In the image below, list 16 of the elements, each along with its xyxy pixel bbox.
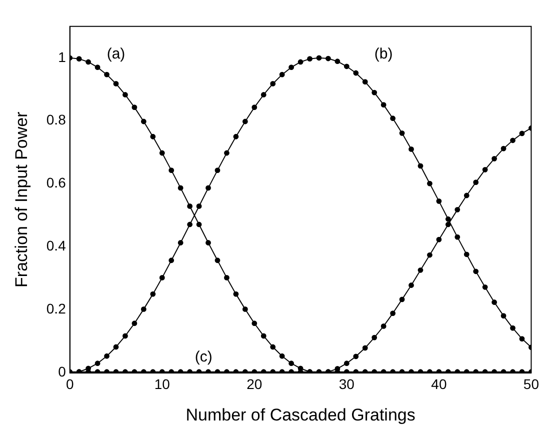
- y-tick-label: 0.8: [46, 112, 66, 128]
- x-tick-label: 20: [246, 376, 262, 392]
- annotation: (a): [106, 45, 126, 62]
- x-tick-label: 10: [154, 376, 170, 392]
- x-tick-label: 40: [431, 376, 447, 392]
- y-tick-label: 0.2: [46, 300, 66, 317]
- y-tick-label: 0: [58, 364, 66, 380]
- y-tick-label: 0.4: [46, 238, 66, 254]
- x-axis-title: Number of Cascaded Gratings: [186, 405, 416, 424]
- y-tick-label: 0.6: [46, 174, 66, 191]
- annotation: (c): [194, 348, 212, 366]
- annotation: (b): [374, 45, 393, 62]
- x-tick-label: 50: [523, 376, 540, 392]
- y-axis-title: Fraction of Input Power: [12, 111, 31, 288]
- y-tick-label: 1: [58, 48, 66, 65]
- x-tick-label: 30: [338, 376, 355, 392]
